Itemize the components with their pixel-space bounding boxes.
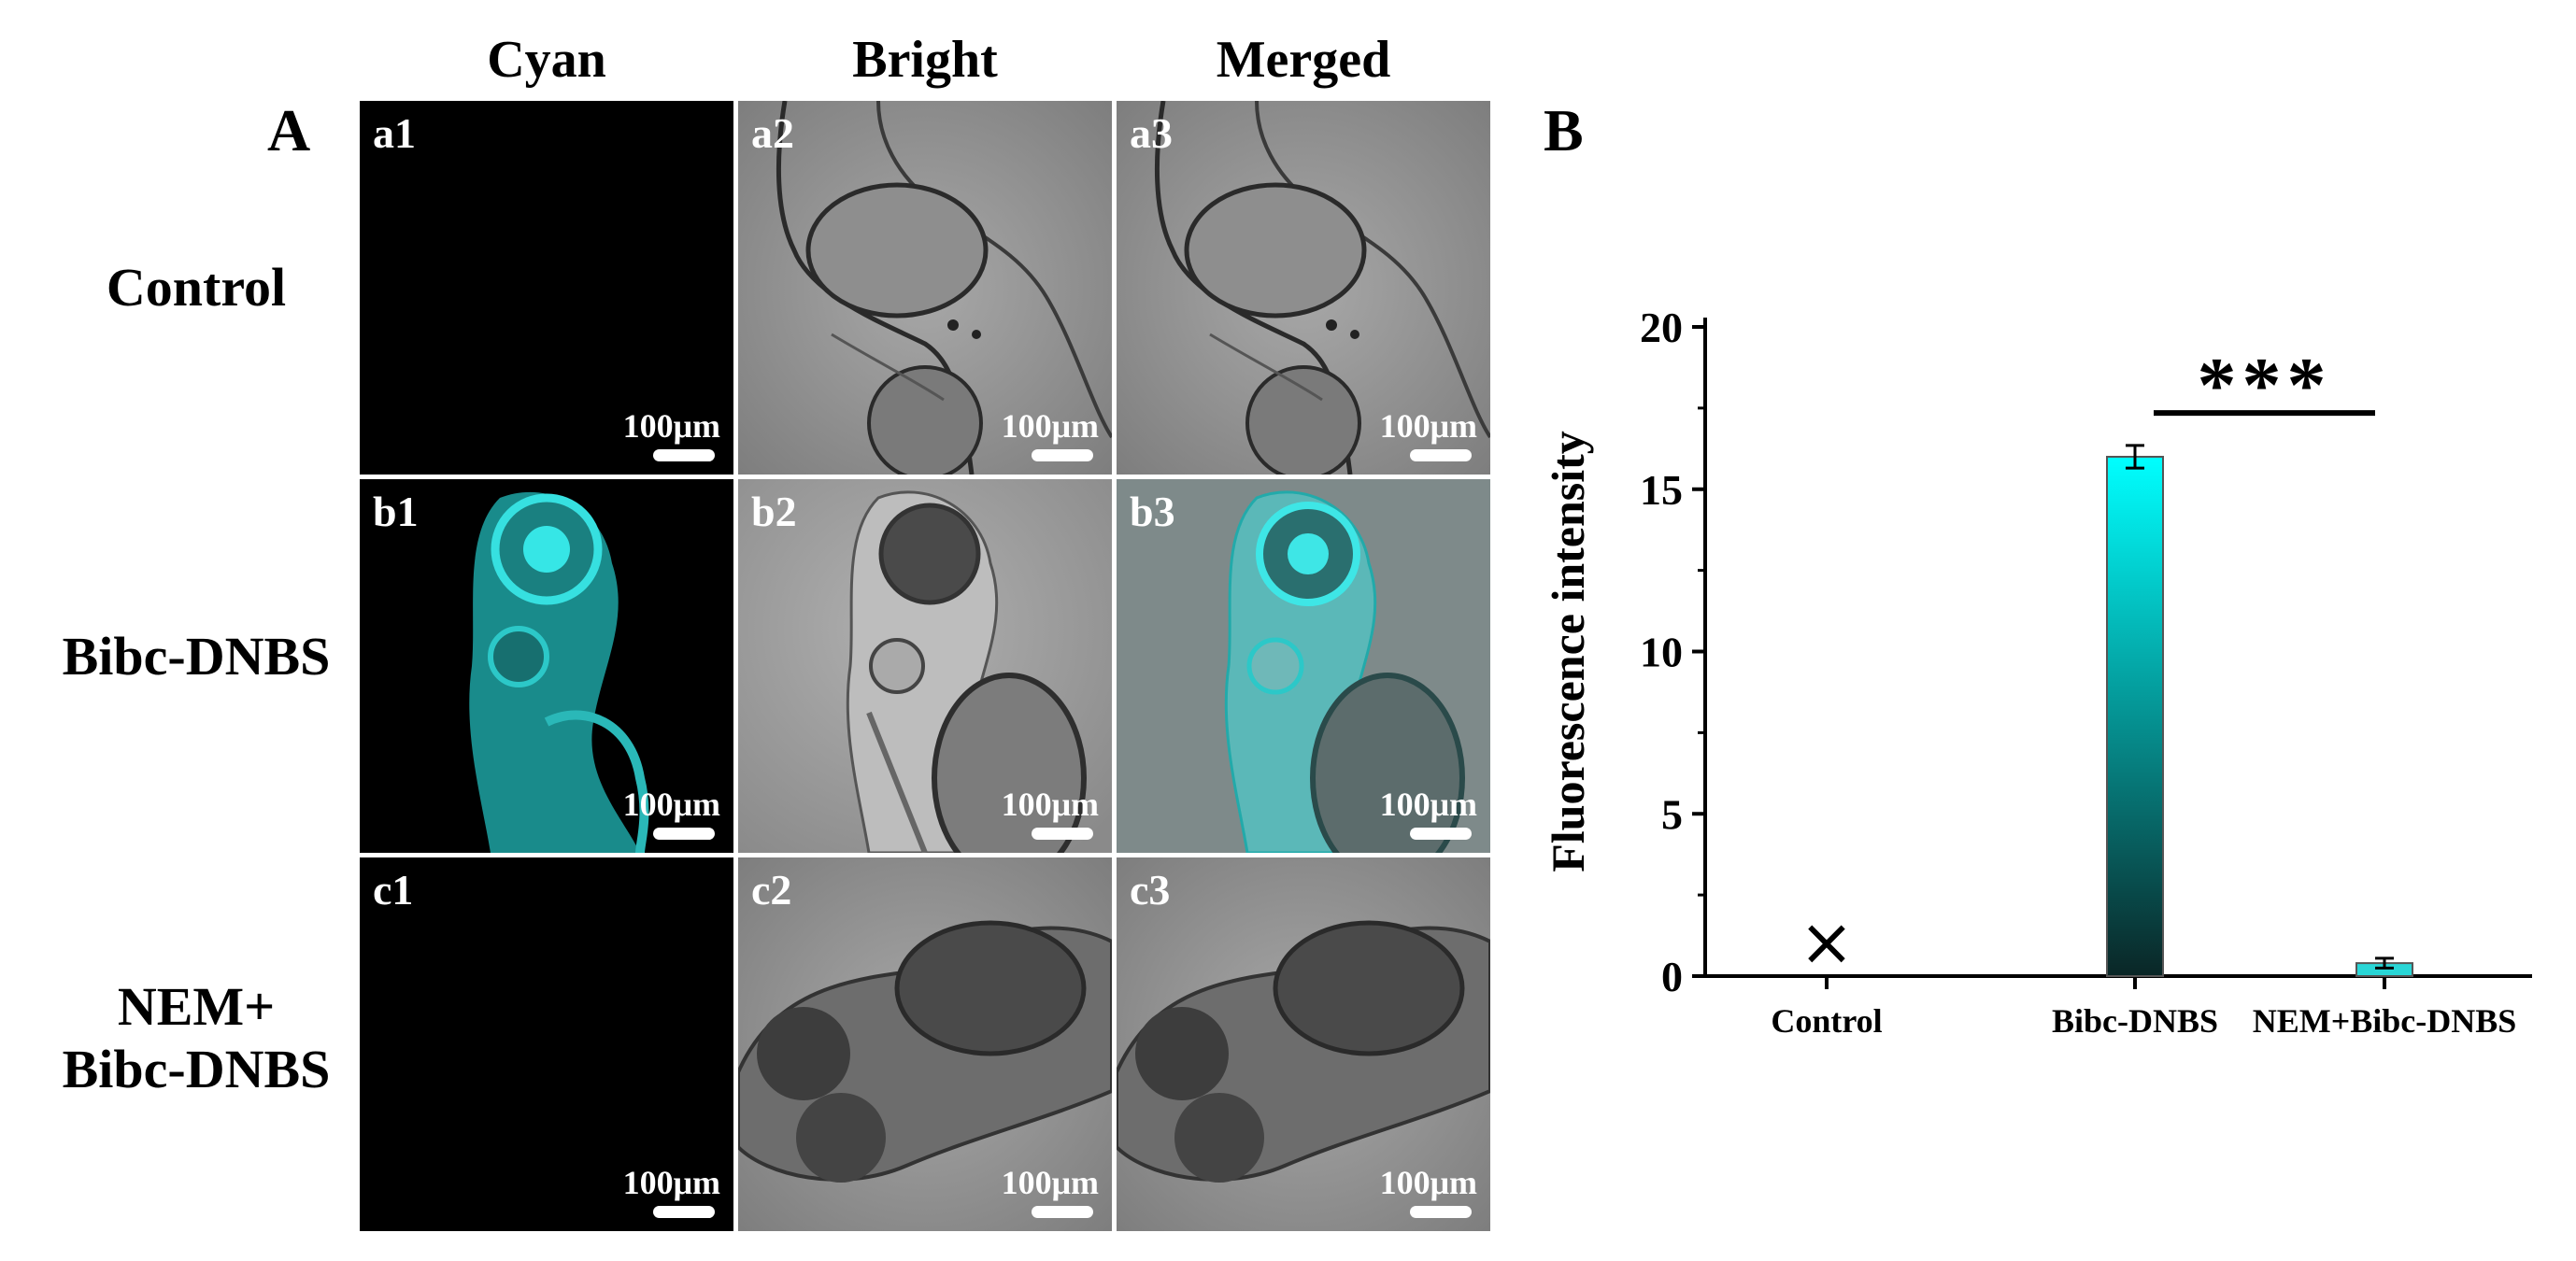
micrograph-b3: b3 100μm: [1117, 479, 1490, 853]
scale-bar-label: 100μm: [1001, 786, 1099, 823]
scale-bar: [1410, 1206, 1472, 1218]
scale-bar: [653, 828, 715, 840]
tile-label-a2: a2: [751, 109, 794, 157]
row-header-bibc-dnbs: Bibc-DNBS: [62, 626, 331, 687]
scale-bar: [1410, 828, 1472, 840]
y-tick-label: 10: [1640, 629, 1683, 676]
micrograph-c2: c2 100μm: [738, 857, 1112, 1231]
micrograph-a3: a3 100μm: [1117, 101, 1490, 475]
scale-bar-label: 100μm: [622, 786, 720, 823]
column-header-bright: Bright: [852, 31, 998, 89]
fluorescence-bar-chart: 0 5 10 15 20 Fluorescence intensity Control × Bi…: [1542, 304, 2532, 1040]
scale-bar-label: 100μm: [1379, 407, 1477, 445]
y-tick-label: 15: [1640, 466, 1683, 514]
micrograph-c3: c3 100μm: [1117, 857, 1490, 1231]
row-header-control: Control: [106, 257, 287, 318]
column-header-merged: Merged: [1216, 31, 1391, 89]
micrograph-a2: a2 100μm: [738, 101, 1112, 475]
scale-bar: [1032, 1206, 1093, 1218]
panel-a-letter: A: [267, 97, 311, 163]
y-tick-label: 5: [1661, 790, 1683, 838]
control-marker: ×: [1800, 903, 1855, 980]
tile-label-c1: c1: [373, 866, 414, 914]
y-tick-label: 20: [1640, 304, 1683, 351]
micrograph-a1: a1 100μm: [360, 101, 733, 475]
micrograph-b2: b2 100μm: [738, 479, 1112, 853]
scale-bar-label: 100μm: [622, 1164, 720, 1201]
column-header-cyan: Cyan: [487, 31, 606, 89]
scale-bar: [1410, 449, 1472, 461]
x-tick-label: Bibc-DNBS: [2052, 1002, 2218, 1040]
tile-label-a1: a1: [373, 109, 416, 157]
y-tick-label: 0: [1661, 953, 1683, 1000]
panel-b-letter: B: [1544, 97, 1584, 163]
scale-bar-label: 100μm: [1001, 407, 1099, 445]
scale-bar: [653, 1206, 715, 1218]
x-tick-label: NEM+Bibc-DNBS: [2253, 1002, 2517, 1040]
tile-label-b2: b2: [751, 488, 797, 535]
scale-bar: [1032, 828, 1093, 840]
tile-label-c2: c2: [751, 866, 792, 914]
tile-label-b3: b3: [1130, 488, 1175, 535]
scale-bar-label: 100μm: [1379, 1164, 1477, 1201]
tile-label-a3: a3: [1130, 109, 1173, 157]
micrograph-b1: b1 100μm: [360, 479, 733, 853]
y-axis-label: Fluorescence intensity: [1542, 431, 1594, 872]
micrograph-c1: c1 100μm: [360, 857, 733, 1231]
significance-label: ***: [2198, 342, 2332, 429]
x-tick-label: Control: [1771, 1002, 1882, 1040]
tile-label-b1: b1: [373, 488, 419, 535]
scale-bar-label: 100μm: [1001, 1164, 1099, 1201]
scale-bar: [653, 449, 715, 461]
bar: [2106, 456, 2164, 977]
scale-bar-label: 100μm: [622, 407, 720, 445]
scale-bar-label: 100μm: [1379, 786, 1477, 823]
tile-label-c3: c3: [1130, 866, 1171, 914]
scale-bar: [1032, 449, 1093, 461]
row-header-nem-bibc-dnbs: NEM+ Bibc-DNBS: [62, 976, 331, 1099]
